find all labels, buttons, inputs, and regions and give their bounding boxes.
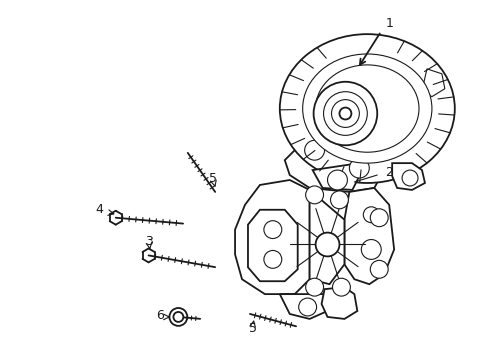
Text: 5: 5 [248, 322, 256, 336]
Circle shape [264, 221, 281, 239]
Text: 6: 6 [156, 310, 164, 323]
Circle shape [331, 100, 359, 127]
Circle shape [305, 278, 323, 296]
Polygon shape [247, 210, 297, 281]
Polygon shape [279, 294, 329, 319]
Circle shape [339, 108, 351, 120]
Circle shape [169, 308, 187, 326]
Circle shape [304, 140, 324, 160]
Text: 1: 1 [385, 17, 392, 30]
Ellipse shape [279, 34, 454, 183]
Text: 3: 3 [144, 235, 152, 248]
Circle shape [327, 170, 346, 190]
Circle shape [315, 233, 339, 256]
Polygon shape [344, 188, 393, 284]
Polygon shape [284, 135, 384, 192]
Ellipse shape [302, 54, 431, 163]
Polygon shape [391, 163, 424, 190]
Ellipse shape [315, 65, 418, 152]
Circle shape [173, 312, 183, 322]
Circle shape [361, 239, 381, 260]
Polygon shape [312, 163, 359, 190]
Polygon shape [309, 190, 344, 284]
Circle shape [332, 278, 350, 296]
Text: 4: 4 [95, 203, 102, 216]
Polygon shape [321, 287, 357, 319]
Circle shape [323, 92, 366, 135]
Text: 5: 5 [209, 171, 217, 185]
Circle shape [330, 191, 347, 209]
Circle shape [298, 298, 316, 316]
Text: 2: 2 [385, 166, 392, 179]
Circle shape [369, 209, 387, 227]
Circle shape [349, 158, 368, 178]
Polygon shape [235, 180, 309, 294]
Circle shape [264, 251, 281, 268]
Circle shape [305, 186, 323, 204]
Circle shape [363, 207, 379, 223]
Polygon shape [421, 69, 444, 96]
Circle shape [401, 170, 417, 186]
Circle shape [313, 82, 376, 145]
Circle shape [369, 260, 387, 278]
